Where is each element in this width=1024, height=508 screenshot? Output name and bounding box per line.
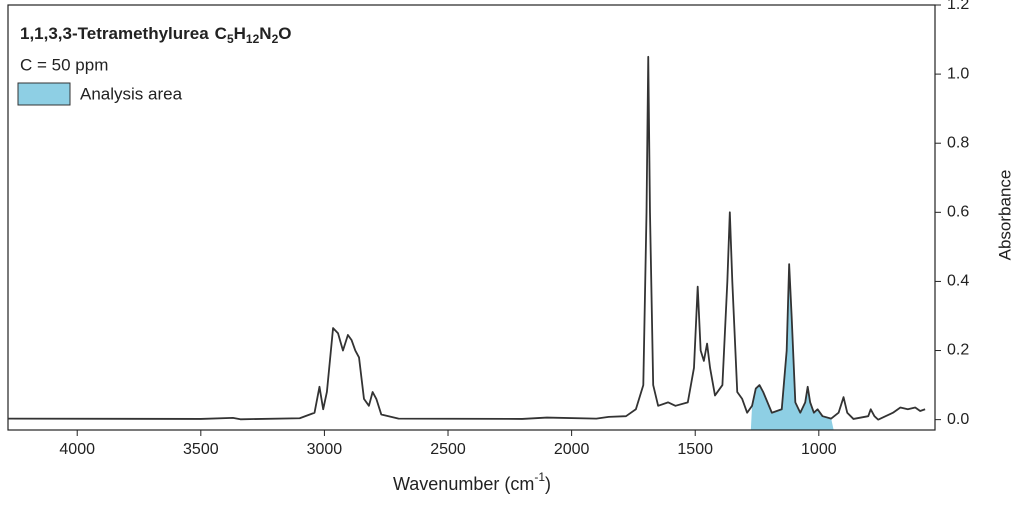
y-tick-label: 1.2 [947, 0, 969, 13]
formula-part: 12 [246, 32, 260, 46]
formula-part: 5 [227, 32, 234, 46]
title-text: 1,1,3,3-Tetramethylurea [20, 24, 209, 43]
x-tick-label: 2500 [430, 441, 466, 458]
y-tick-label: 1.0 [947, 65, 969, 82]
x-tick-label: 3500 [183, 441, 219, 458]
x-tick-label: 3000 [307, 441, 343, 458]
formula-part: N [259, 24, 271, 43]
formula-part: 2 [272, 32, 279, 46]
y-tick-label: 0.2 [947, 342, 969, 359]
plot-frame [7, 4, 936, 431]
formula-part: C [215, 24, 227, 43]
spectrum-line [7, 55, 926, 421]
legend-label: Analysis area [80, 84, 183, 103]
x-tick-label: 1500 [677, 441, 713, 458]
formula-part: O [278, 24, 291, 43]
legend-swatch [17, 82, 71, 106]
y-tick-label: 0.4 [947, 273, 969, 290]
chart-title: 1,1,3,3-Tetramethylurea C5H12N2O [20, 24, 291, 46]
y-axis-label: Absorbance [995, 170, 1014, 261]
y-tick-label: 0.0 [947, 411, 969, 428]
x-label-end: ) [545, 474, 551, 494]
x-tick-label: 2000 [554, 441, 590, 458]
x-label-sup: -1 [534, 470, 545, 484]
y-tick-label: 0.8 [947, 134, 969, 151]
x-tick-label: 4000 [59, 441, 95, 458]
formula-part: H [234, 24, 246, 43]
x-tick-label: 1000 [801, 441, 837, 458]
y-tick-label: 0.6 [947, 204, 969, 221]
subtitle: C = 50 ppm [20, 55, 108, 74]
x-label-text: Wavenumber (cm [393, 474, 534, 494]
x-axis-label: Wavenumber (cm-1) [393, 470, 551, 494]
